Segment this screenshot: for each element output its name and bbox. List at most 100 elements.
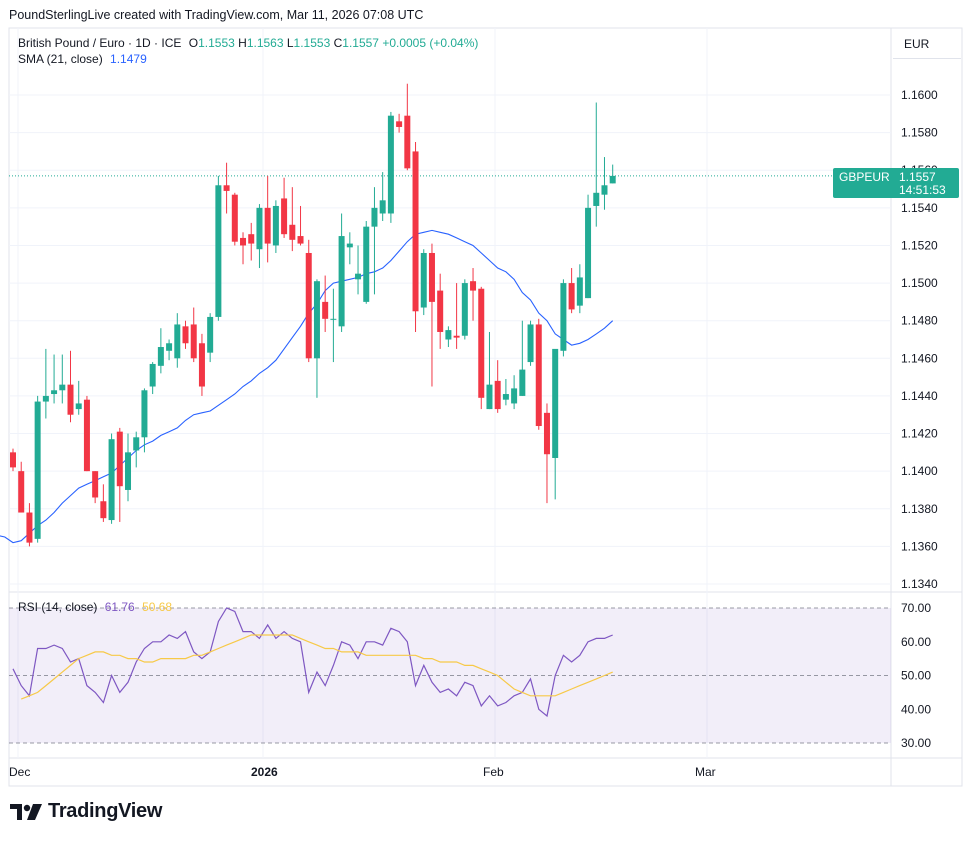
time-axis: Dec 2026 Feb Mar (9, 765, 716, 779)
candle-body (116, 431, 123, 487)
candle (396, 113, 403, 133)
chart-frame (8, 27, 963, 787)
candle (256, 204, 263, 269)
chart-credit: PoundSterlingLive created with TradingVi… (9, 8, 424, 22)
candle (494, 360, 501, 413)
candle (346, 232, 353, 265)
sma-legend: SMA (21, close) 1.1479 (18, 52, 147, 66)
candle-body (305, 252, 312, 359)
price-axis: 1.16001.15801.15601.15401.15201.15001.14… (901, 88, 938, 750)
candle-body (494, 380, 501, 410)
currency-label: EUR (904, 37, 930, 51)
candle (157, 328, 164, 374)
candle-body (248, 234, 255, 244)
candle (166, 339, 173, 361)
candle (535, 318, 542, 430)
candle-body (601, 185, 608, 195)
candle-body (346, 243, 353, 248)
legend-open-label: O (188, 36, 199, 50)
time-tick-label: Feb (483, 765, 504, 779)
candle-body (174, 324, 181, 359)
badge-countdown: 14:51:53 (899, 182, 946, 197)
brand-name: TradingView (48, 800, 163, 822)
candle (527, 320, 534, 366)
outer-border (8, 27, 963, 787)
candle-body (387, 115, 394, 214)
candle-body (125, 452, 132, 490)
candle-body (166, 343, 173, 351)
candle (149, 362, 156, 395)
sma-value: 1.1479 (110, 52, 147, 66)
candle (437, 273, 444, 349)
candle-body (190, 324, 197, 359)
candle (174, 313, 181, 368)
candle (371, 187, 378, 295)
price-tick-label: 1.1340 (901, 577, 938, 591)
rsi-label: RSI (14, close) (18, 600, 98, 614)
tradingview-icon (10, 803, 42, 820)
candle-body (75, 403, 82, 410)
candle (404, 83, 411, 171)
candle-body (207, 316, 214, 353)
candle (42, 348, 49, 419)
candle (511, 375, 518, 410)
legend-title: British Pound / Euro · 1D · ICE (18, 36, 182, 50)
candle-body (568, 283, 575, 310)
candle (215, 175, 222, 321)
candle-body (576, 277, 583, 306)
candle-body (412, 151, 419, 312)
legend-change: +0.0005 (+0.04%) (382, 36, 479, 50)
time-tick-label: Dec (9, 765, 30, 779)
candle-body (26, 512, 33, 543)
candle-body (535, 324, 542, 427)
candle-body (182, 326, 189, 344)
candle (576, 264, 583, 314)
candle-body (404, 115, 411, 169)
candle (420, 249, 427, 316)
candle-body (363, 226, 370, 302)
candle (568, 268, 575, 314)
candle-body (461, 283, 468, 336)
candle-body (264, 207, 271, 244)
candle (182, 320, 189, 349)
candle (601, 157, 608, 210)
candle (519, 320, 526, 396)
candle (10, 448, 16, 472)
candle-body (297, 236, 304, 244)
candle (560, 279, 567, 357)
candle-body (149, 363, 156, 387)
price-tick-label: 1.1480 (901, 314, 938, 328)
candle (281, 177, 288, 238)
candle-body (478, 288, 485, 398)
candle (355, 245, 362, 295)
candle (445, 326, 452, 348)
candle (272, 200, 279, 253)
candle (502, 378, 509, 406)
candle-body (453, 335, 460, 338)
candle-body (141, 390, 148, 438)
rsi-pane (9, 607, 891, 744)
candle-body (100, 501, 107, 519)
currency-selector[interactable] (893, 28, 961, 59)
candle-body (240, 237, 247, 246)
candle-body (437, 290, 444, 332)
candle (190, 307, 197, 363)
sma-layer (0, 229, 614, 544)
candle (297, 205, 304, 246)
price-tick-label: 1.1500 (901, 276, 938, 290)
sma-label: SMA (21, close) (18, 52, 103, 66)
rsi-tick-label: 60.00 (901, 635, 931, 649)
candle (100, 484, 107, 522)
candle (92, 471, 99, 504)
price-tick-label: 1.1600 (901, 88, 938, 102)
candle-body (511, 388, 518, 404)
badge-symbol: GBPEUR (839, 169, 890, 184)
candle-body (428, 252, 435, 302)
candle-body (18, 471, 25, 513)
sma-line (0, 229, 614, 544)
tradingview-logo[interactable]: TradingView (10, 800, 162, 823)
candle (478, 286, 485, 410)
symbol-legend: British Pound / Euro · 1D · ICE O1.1553 … (18, 36, 478, 50)
candle (486, 331, 493, 410)
